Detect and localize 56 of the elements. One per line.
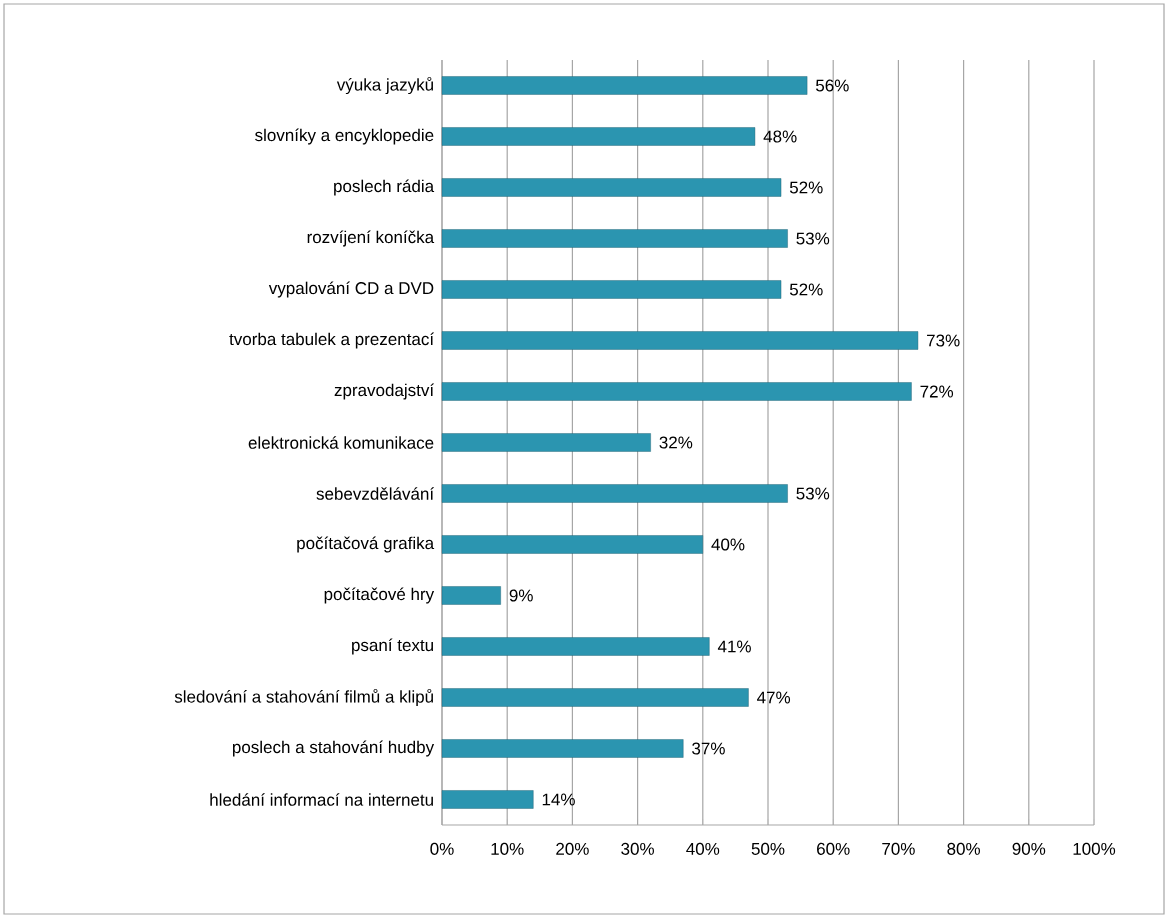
bar: [441, 178, 782, 197]
x-tick-label: 50%: [751, 842, 785, 855]
bar: [441, 229, 788, 248]
bar: [441, 331, 919, 350]
x-tick-label: 80%: [947, 842, 980, 855]
bar: [441, 535, 703, 554]
data-label: 73%: [927, 334, 960, 347]
data-label: 52%: [789, 283, 823, 296]
y-tick-label: zpravodajství: [334, 383, 435, 400]
data-label: 47%: [757, 691, 791, 704]
bar: [441, 484, 788, 503]
x-tick-label: 100%: [1073, 842, 1116, 855]
bar: [441, 586, 501, 605]
x-tick-label: 0%: [430, 842, 454, 855]
bar: [441, 637, 710, 656]
x-tick-label: 90%: [1012, 842, 1046, 855]
data-label: 9%: [509, 589, 533, 602]
y-tick-label: rozvíjení koníčka: [307, 230, 435, 247]
y-tick-label: elektronická komunikace: [248, 436, 434, 449]
y-tick-label: poslech a stahování hudby: [232, 740, 435, 757]
bar: [441, 382, 912, 401]
data-label: 52%: [789, 181, 823, 194]
y-tick-label: počítačové hry: [324, 587, 435, 604]
bar: [441, 739, 684, 758]
y-tick-label: slovníky a encyklopedie: [255, 128, 434, 145]
bar: [441, 127, 756, 146]
data-label: 32%: [659, 436, 693, 449]
data-label: 53%: [796, 232, 830, 245]
x-tick-label: 20%: [556, 842, 589, 855]
bar: [441, 280, 782, 299]
data-label: 72%: [920, 385, 954, 398]
y-tick-label: psaní textu: [352, 638, 433, 655]
bar: [441, 790, 534, 809]
x-tick-label: 40%: [686, 842, 720, 855]
y-tick-label: poslech rádia: [334, 179, 435, 196]
data-label: 14%: [542, 793, 575, 806]
y-tick-label: počítačová grafika: [297, 536, 435, 553]
x-tick-label: 70%: [882, 842, 915, 855]
x-tick-label: 60%: [817, 842, 850, 855]
bar: [441, 688, 749, 707]
y-tick-label: výuka jazyků: [336, 76, 433, 95]
data-label: 48%: [763, 130, 797, 143]
data-label: 53%: [796, 487, 830, 500]
bar: [441, 76, 808, 95]
bar: [441, 433, 651, 452]
data-label: 40%: [711, 538, 745, 551]
y-tick-label: vypalování CD a DVD: [268, 281, 434, 298]
y-tick-label: hledání informací na internetu: [210, 793, 433, 806]
data-label: 41%: [717, 640, 751, 653]
y-tick-label: sebevzdělávání: [316, 487, 435, 500]
y-tick-label: sledování a stahování filmů a klipů: [174, 688, 433, 707]
x-tick-label: 30%: [621, 842, 654, 855]
data-label: 37%: [692, 742, 725, 755]
x-tick-label: 10%: [491, 842, 524, 855]
data-label: 56%: [815, 79, 849, 92]
y-tick-label: tvorba tabulek a prezentací: [229, 332, 435, 349]
